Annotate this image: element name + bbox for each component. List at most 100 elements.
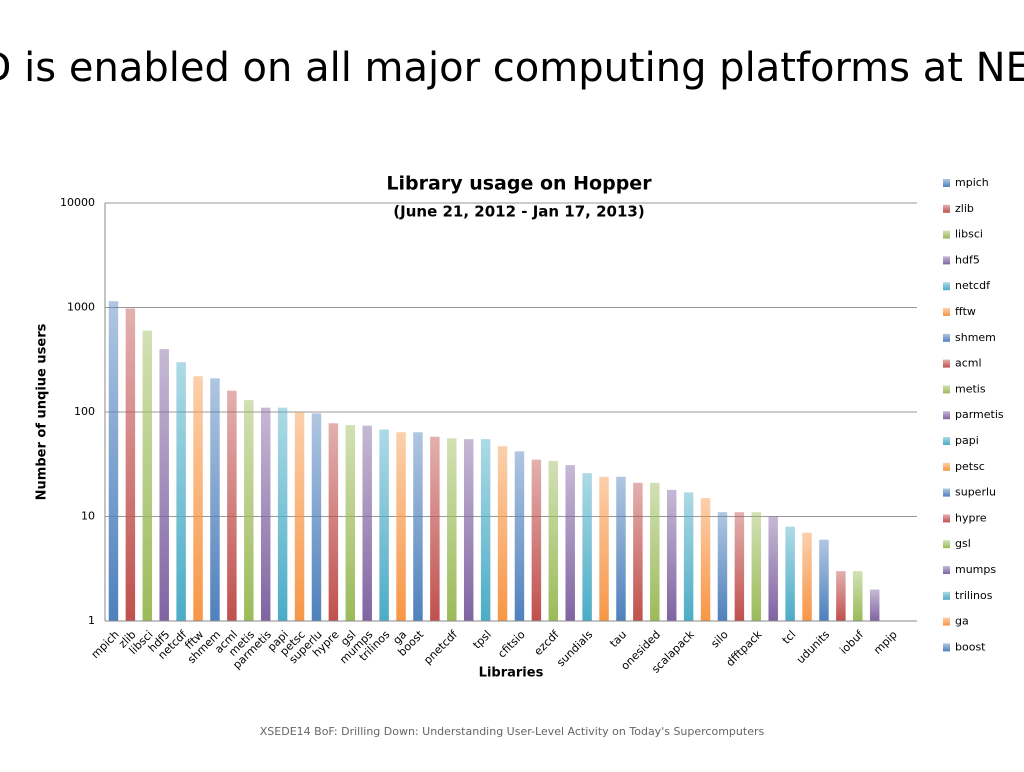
legend-label: libsci xyxy=(955,228,983,241)
legend-swatch xyxy=(943,385,950,394)
bar xyxy=(650,482,660,621)
bar xyxy=(227,390,237,621)
legend-label: ga xyxy=(955,615,969,628)
legend-label: superlu xyxy=(955,486,996,499)
bar xyxy=(497,446,508,621)
bar xyxy=(244,400,254,621)
legend-label: mpich xyxy=(955,176,989,189)
x-tick-label: iobuf xyxy=(837,627,867,657)
bar xyxy=(311,413,322,621)
legend-swatch xyxy=(943,591,950,600)
bar xyxy=(666,489,677,621)
y-tick-label: 1000 xyxy=(67,301,95,314)
bar xyxy=(683,492,694,621)
bar xyxy=(751,512,762,621)
legend-swatch xyxy=(943,643,950,652)
bar xyxy=(565,465,575,621)
bar xyxy=(142,330,153,621)
x-tick-label: sundials xyxy=(554,628,595,669)
y-tick-label: 1 xyxy=(88,614,95,627)
chart-title: Library usage on Hopper xyxy=(386,173,652,195)
legend-swatch xyxy=(943,488,950,497)
legend-label: papi xyxy=(955,434,979,447)
x-tick-label: tpsl xyxy=(470,628,493,651)
bar xyxy=(836,571,846,621)
x-axis-label: Libraries xyxy=(479,666,544,681)
legend-swatch xyxy=(943,514,950,523)
x-tick-label: ezcdf xyxy=(532,627,563,658)
bar xyxy=(176,362,186,621)
y-axis-label: Number of unqiue users xyxy=(35,323,50,500)
x-tick-label: pnetcdf xyxy=(421,627,461,667)
bar xyxy=(430,436,440,621)
bar xyxy=(717,512,728,621)
bar xyxy=(853,571,863,621)
legend-label: acml xyxy=(955,357,982,370)
bar xyxy=(260,407,271,621)
bar xyxy=(802,532,812,621)
x-tick-label: tau xyxy=(607,628,629,650)
y-tick-label: 10000 xyxy=(60,196,95,209)
legend-swatch xyxy=(943,566,950,574)
legend-label: zlib xyxy=(955,202,974,215)
bar xyxy=(447,438,457,621)
legend-swatch xyxy=(943,617,950,626)
legend-swatch xyxy=(943,230,950,239)
x-tick-label: udunits xyxy=(794,628,832,666)
bar xyxy=(616,476,626,621)
bar xyxy=(633,482,643,621)
legend-swatch xyxy=(943,333,950,342)
bar xyxy=(785,526,795,621)
bar xyxy=(277,407,288,621)
legend-label: fftw xyxy=(955,305,976,318)
bar xyxy=(463,439,474,621)
bar xyxy=(108,301,119,621)
bar xyxy=(379,429,389,621)
legend-swatch xyxy=(943,282,950,291)
legend-swatch xyxy=(943,411,950,420)
footer: XSEDE14 BoF: Drilling Down: Understandin… xyxy=(260,725,765,738)
legend-swatch xyxy=(943,179,950,187)
bar xyxy=(599,476,609,621)
legend-swatch xyxy=(943,204,950,213)
legend-swatch xyxy=(943,437,950,445)
bar xyxy=(514,451,525,621)
legend-swatch xyxy=(943,256,950,265)
x-tick-label: mpich xyxy=(89,628,122,661)
legend-label: metis xyxy=(955,382,986,395)
bar xyxy=(582,473,592,621)
x-tick-label: cfitsio xyxy=(495,628,528,661)
legend-label: hdf5 xyxy=(955,253,980,266)
bar xyxy=(768,516,778,621)
bar xyxy=(294,412,305,621)
legend-swatch xyxy=(943,540,950,549)
x-tick-label: dfftpack xyxy=(724,628,765,669)
legend-label: hypre xyxy=(955,511,987,524)
x-tick-label: mpip xyxy=(871,628,900,657)
bar xyxy=(362,425,372,621)
y-tick-label: 10 xyxy=(81,510,95,523)
bar xyxy=(869,589,880,621)
bar xyxy=(345,425,356,621)
y-tick-label: 100 xyxy=(74,405,95,418)
legend-swatch xyxy=(943,359,950,368)
bar xyxy=(328,423,339,621)
bar xyxy=(480,439,491,621)
legend-label: trilinos xyxy=(955,589,993,602)
legend-label: petsc xyxy=(955,460,985,473)
legend-label: netcdf xyxy=(955,279,991,292)
legend-label: shmem xyxy=(955,331,996,344)
legend-label: mumps xyxy=(955,563,996,576)
bar xyxy=(548,460,559,621)
bar xyxy=(396,432,406,621)
legend-swatch xyxy=(943,462,950,471)
bar xyxy=(125,308,136,621)
legend-label: boost xyxy=(955,640,986,653)
chart-subtitle: (June 21, 2012 - Jan 17, 2013) xyxy=(393,203,644,221)
bar xyxy=(193,376,203,621)
bar xyxy=(734,512,745,621)
legend-label: gsl xyxy=(955,537,971,550)
bar xyxy=(531,459,542,621)
legend-swatch xyxy=(943,308,950,316)
x-tick-label: tcl xyxy=(780,628,799,647)
